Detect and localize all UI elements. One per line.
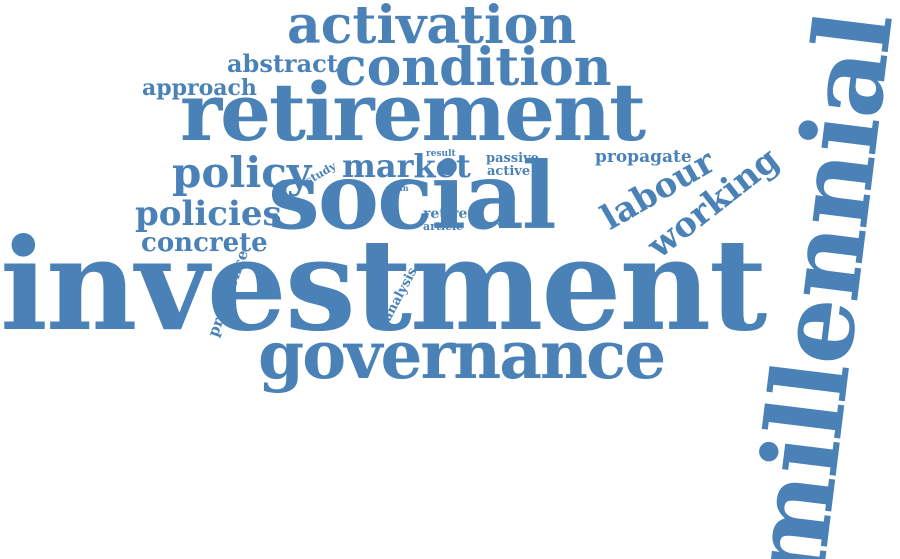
word-propagate: propagate	[595, 147, 692, 167]
word-main: main	[386, 183, 409, 193]
word-result: result	[426, 149, 456, 159]
word-policy: policy	[172, 148, 312, 197]
word-article: article	[423, 220, 464, 233]
word-retire: retire	[423, 206, 468, 222]
word-concrete: concrete	[141, 228, 268, 258]
word-activation: activation	[287, 0, 577, 56]
word-millennial: millennial	[724, 6, 900, 559]
word-passive: passive	[486, 151, 539, 166]
word-abstract: abstract	[227, 49, 338, 78]
word-approach: approach	[142, 75, 257, 101]
word-governance: governance	[258, 316, 666, 394]
word-investment: investment	[0, 211, 767, 359]
word-policies: policies	[135, 194, 282, 234]
word-social: social	[268, 142, 557, 250]
word-retirement: retirement	[180, 65, 646, 159]
word-active: active	[487, 164, 531, 179]
word-condition: condition	[335, 37, 612, 98]
word-market: market	[342, 147, 471, 185]
